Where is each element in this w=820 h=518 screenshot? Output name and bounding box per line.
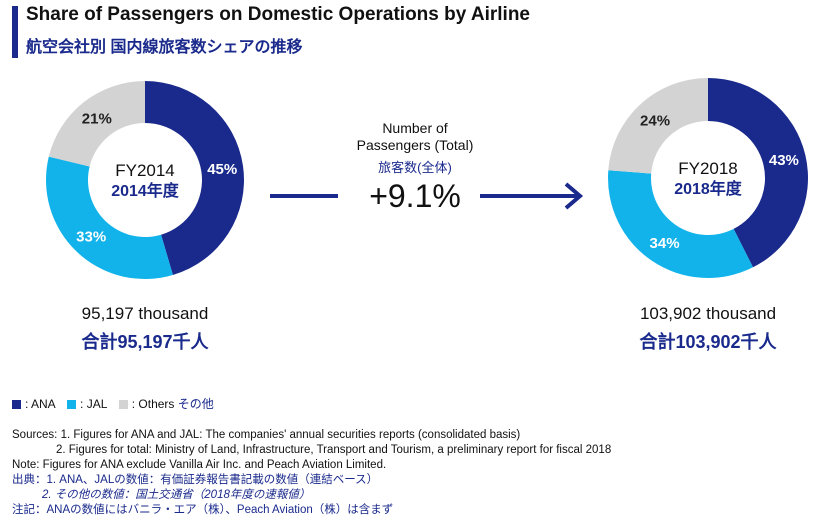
center-year-label: FY2014 [115, 161, 175, 180]
pie-slice-ana [145, 81, 245, 275]
legend-swatch-others [118, 400, 128, 409]
legend-label-others-jp: その他 [177, 397, 214, 411]
legend-item-ana: : ANA [12, 397, 56, 411]
legend-item-others: : Others その他 [118, 397, 214, 411]
total-passengers-label: Number of Passengers (Total) [340, 120, 490, 154]
slice-label-others: 24% [640, 113, 670, 130]
legend: : ANA : JAL : Others その他 [12, 395, 222, 412]
slice-label-ana: 45% [207, 161, 237, 178]
footnote-note: Note: Figures for ANA exclude Vanilla Ai… [12, 459, 387, 471]
legend-label-ana: : ANA [25, 397, 56, 411]
footnote-source-2-jp: 2. その他の数値：国土交通省（2018年度の速報値） [42, 489, 311, 501]
page-title: Share of Passengers on Domestic Operatio… [26, 4, 531, 25]
title-accent-bar [12, 6, 18, 58]
total-passengers-fy2018-jp: 合計103,902千人 [639, 332, 777, 352]
total-passengers-fy2018: 103,902 thousand [639, 304, 777, 323]
total-passengers-fy2014-jp: 合計95,197千人 [81, 332, 209, 352]
growth-rate: +9.1% [369, 178, 461, 214]
slice-label-jal: 34% [650, 235, 680, 252]
legend-swatch-jal [67, 400, 77, 409]
arrow-head-icon [564, 182, 584, 210]
footnote-note-jp: 注記：ANAの数値にはバニラ・エア（株）、Peach Aviation（株）は含… [12, 504, 394, 516]
footnote-source-1: Sources: 1. Figures for ANA and JAL: The… [12, 429, 521, 441]
center-year-label-jp: 2018年度 [674, 179, 743, 198]
footnotes: Sources: 1. Figures for ANA and JAL: The… [12, 428, 611, 518]
slice-label-others: 21% [82, 111, 112, 128]
page-title-jp: 航空会社別 国内線旅客数シェアの推移 [26, 39, 303, 56]
footnote-source-2: 2. Figures for total: Ministry of Land, … [56, 444, 612, 456]
legend-item-jal: : JAL [67, 397, 107, 411]
total-passengers-fy2014: 95,197 thousand [81, 304, 209, 323]
legend-swatch-ana [12, 400, 21, 409]
total-passengers-label-line2: Passengers (Total) [356, 137, 474, 153]
legend-label-others: : Others [131, 397, 175, 411]
pie-slice-others [608, 78, 708, 174]
pie-slice-others [48, 81, 146, 167]
slice-label-ana: 43% [769, 152, 799, 169]
center-year-label: FY2018 [678, 159, 738, 178]
slice-label-jal: 33% [76, 228, 106, 245]
center-year-label-jp: 2014年度 [111, 181, 180, 200]
legend-label-jal: : JAL [80, 397, 108, 411]
pie-slice-ana [708, 78, 809, 268]
total-passengers-label-jp: 旅客数(全体) [378, 160, 452, 175]
pie-slice-jal [608, 170, 753, 278]
footnote-source-1-jp: 出典：1. ANA、JALの数値：有価証券報告書記載の数値（連結ベース） [12, 474, 379, 486]
total-passengers-label-line1: Number of [382, 120, 448, 136]
pie-slice-jal [46, 156, 173, 279]
